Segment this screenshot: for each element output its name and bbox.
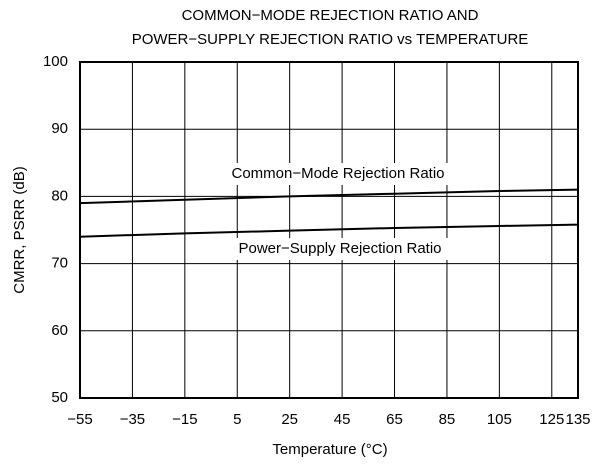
chart-title: COMMON−MODE REJECTION RATIO AND	[182, 7, 479, 24]
y-tick-label: 60	[51, 322, 68, 339]
label-bg	[200, 238, 480, 260]
y-tick-label: 100	[43, 53, 68, 70]
x-tick-label: −55	[67, 411, 92, 428]
x-tick-label: 65	[386, 411, 403, 428]
series-label: Common−Mode Rejection Ratio	[231, 165, 444, 182]
y-tick-label: 90	[51, 120, 68, 137]
x-axis-label: Temperature (°C)	[272, 441, 387, 458]
x-tick-label: 135	[565, 411, 590, 428]
x-tick-label: 125	[539, 411, 564, 428]
y-tick-label: 70	[51, 255, 68, 272]
x-tick-label: 25	[281, 411, 298, 428]
series-line	[79, 223, 579, 238]
x-tick-label: 85	[439, 411, 456, 428]
y-axis-label: CMRR, PSRR (dB)	[11, 166, 28, 294]
chart-title: POWER−SUPPLY REJECTION RATIO vs TEMPERAT…	[132, 31, 529, 48]
x-tick-label: 5	[233, 411, 241, 428]
plot-border	[79, 61, 579, 399]
x-tick-label: −15	[172, 411, 197, 428]
x-tick-label: 45	[334, 411, 351, 428]
series-label: Power−Supply Rejection Ratio	[238, 240, 441, 257]
y-tick-label: 50	[51, 389, 68, 406]
x-tick-label: 105	[487, 411, 512, 428]
x-tick-label: −35	[120, 411, 145, 428]
label-bg	[198, 163, 478, 185]
series-line	[79, 188, 579, 205]
y-tick-label: 80	[51, 187, 68, 204]
